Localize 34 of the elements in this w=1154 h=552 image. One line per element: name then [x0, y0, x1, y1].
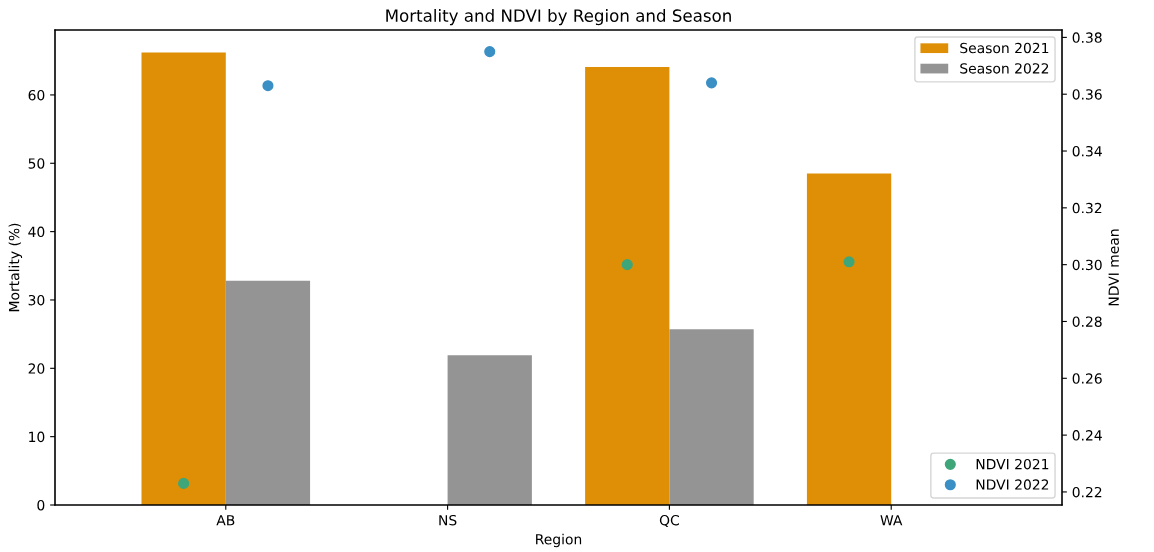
y-tick-label: 60	[28, 89, 45, 101]
bar	[585, 66, 670, 505]
y-tick-label: 0	[37, 499, 45, 511]
legend-label: Season 2022	[960, 63, 1049, 74]
y-tick-label: 40	[28, 226, 45, 238]
legend-label: NDVI 2022	[976, 479, 1049, 490]
bar	[806, 173, 892, 505]
y2-tick-label: 0.34	[1072, 145, 1102, 157]
y2-tick-label: 0.22	[1072, 486, 1102, 498]
x-axis-title: Region	[536, 533, 582, 548]
y2-tick-label: 0.32	[1072, 202, 1102, 214]
bar	[225, 280, 311, 505]
x-tick-label: AB	[216, 515, 235, 526]
y-tick-label: 50	[28, 158, 45, 169]
x-tick-label: NS	[439, 514, 457, 526]
y2-tick-label: 0.26	[1072, 373, 1102, 384]
y2-tick-label: 0.36	[1072, 89, 1102, 100]
bar	[141, 52, 226, 505]
y-tick-label: 10	[29, 431, 45, 443]
y2-axis-title: NDVI mean	[1108, 229, 1119, 306]
y-axis-title: Mortality (%)	[8, 223, 23, 312]
x-tick-label: QC	[659, 514, 679, 528]
x-tick-label: WA	[880, 515, 903, 526]
bar	[447, 355, 532, 505]
y2-tick-label: 0.28	[1072, 316, 1102, 327]
y2-tick-label: 0.38	[1072, 32, 1102, 43]
y-tick-label: 20	[28, 363, 45, 374]
chart-title: Mortality and NDVI by Region and Season	[386, 9, 731, 26]
legend-label: NDVI 2021	[976, 458, 1049, 470]
legend-label: Season 2021	[960, 42, 1049, 54]
y2-tick-label: 0.30	[1072, 259, 1102, 271]
y2-tick-label: 0.24	[1072, 430, 1102, 441]
y-tick-label: 30	[28, 294, 45, 306]
bar	[669, 329, 754, 505]
